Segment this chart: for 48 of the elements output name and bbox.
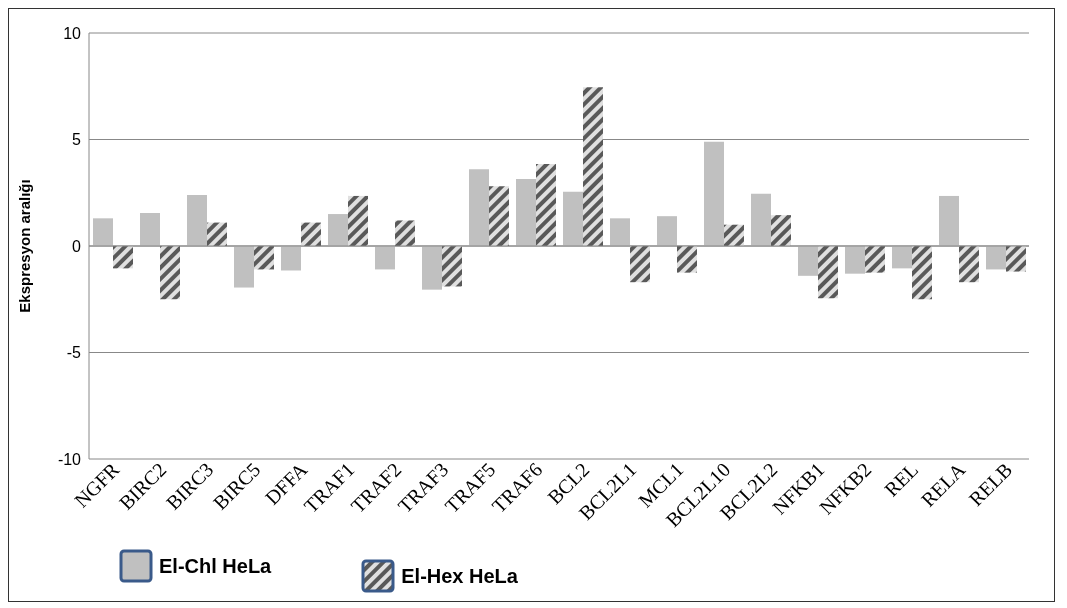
y-tick-label: 0 bbox=[72, 237, 82, 255]
bar bbox=[610, 218, 630, 246]
bar bbox=[912, 246, 932, 300]
y-tick-label: -5 bbox=[66, 344, 82, 362]
bar bbox=[93, 218, 113, 246]
y-axis-title: Ekspresyon aralığı bbox=[16, 179, 34, 313]
bar bbox=[865, 246, 885, 273]
bar bbox=[583, 87, 603, 246]
bar bbox=[845, 246, 865, 274]
bar bbox=[798, 246, 818, 276]
bar bbox=[724, 224, 744, 246]
bar bbox=[113, 246, 133, 269]
bar bbox=[771, 215, 791, 246]
y-tick-label: 5 bbox=[72, 131, 82, 149]
bar bbox=[959, 246, 979, 283]
bar bbox=[489, 186, 509, 246]
bar bbox=[254, 246, 274, 270]
bar bbox=[328, 214, 348, 246]
legend-label: El-Hex HeLa bbox=[401, 564, 518, 588]
bar bbox=[704, 141, 724, 246]
bar bbox=[422, 246, 442, 290]
bar bbox=[892, 246, 912, 269]
bar bbox=[281, 246, 301, 271]
bar bbox=[375, 246, 395, 270]
legend-label: El-Chl HeLa bbox=[159, 554, 272, 578]
bar bbox=[563, 191, 583, 246]
bar bbox=[818, 246, 838, 299]
bar bbox=[301, 222, 321, 246]
bar bbox=[348, 195, 368, 246]
bar bbox=[939, 195, 959, 246]
bar bbox=[187, 194, 207, 246]
bar bbox=[442, 246, 462, 287]
bar bbox=[986, 246, 1006, 270]
bar bbox=[516, 178, 536, 246]
bar bbox=[469, 169, 489, 246]
bar bbox=[657, 216, 677, 246]
bar bbox=[751, 193, 771, 246]
bar bbox=[630, 246, 650, 283]
bar bbox=[207, 222, 227, 246]
bar bbox=[234, 246, 254, 288]
bar bbox=[536, 164, 556, 246]
bar bbox=[395, 220, 415, 246]
bar bbox=[160, 246, 180, 300]
y-tick-label: -10 bbox=[57, 450, 82, 468]
bar bbox=[1006, 246, 1026, 272]
bar bbox=[140, 212, 160, 246]
y-tick-label: 10 bbox=[63, 24, 82, 42]
bar bbox=[677, 246, 697, 273]
